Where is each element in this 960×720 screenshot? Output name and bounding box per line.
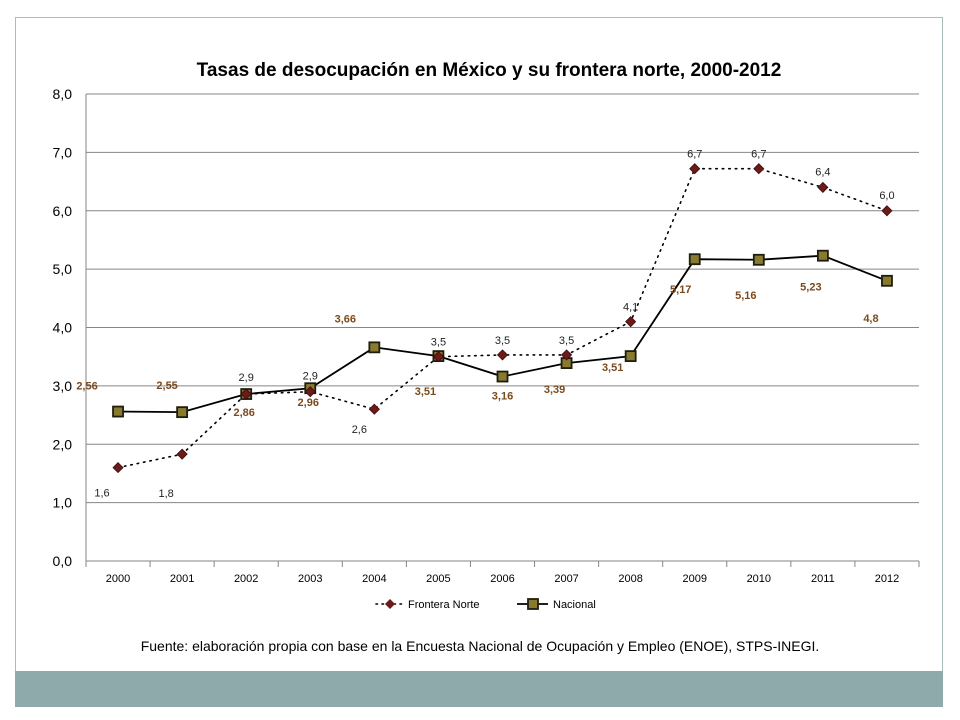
- y-tick-label: 2,0: [53, 436, 73, 452]
- y-tick-label: 7,0: [53, 144, 73, 160]
- data-label-nacional: 5,23: [800, 282, 821, 294]
- x-tick-label: 2003: [298, 573, 322, 585]
- marker-frontera-norte: [368, 403, 380, 415]
- marker-frontera-norte: [881, 205, 893, 217]
- x-tick-label: 2010: [747, 573, 771, 585]
- x-tick-label: 2008: [618, 573, 642, 585]
- y-tick-label: 3,0: [53, 378, 73, 394]
- marker-nacional: [688, 253, 701, 266]
- data-label-nacional: 3,66: [335, 313, 356, 325]
- data-label-frontera-norte: 3,5: [559, 335, 574, 347]
- data-label-nacional: 2,55: [156, 380, 177, 392]
- marker-nacional: [176, 406, 189, 419]
- series-line-nacional: [118, 254, 888, 414]
- x-tick-label: 2001: [170, 573, 194, 585]
- marker-frontera-norte: [240, 388, 252, 400]
- legend: Frontera Norte Nacional: [375, 598, 596, 611]
- marker-frontera-norte: [817, 181, 829, 193]
- x-tick-label: 2002: [234, 573, 258, 585]
- series: [112, 163, 893, 474]
- data-label-frontera-norte: 2,6: [352, 424, 367, 436]
- chart-title: Tasas de desocupación en México y su fro…: [197, 60, 782, 81]
- x-tick-label: 2011: [811, 573, 835, 585]
- data-label-frontera-norte: 2,9: [239, 372, 254, 384]
- slide-frame: [15, 17, 943, 707]
- marker-nacional: [368, 341, 381, 354]
- x-tick-label: 2006: [490, 573, 514, 585]
- source-note: Fuente: elaboración propia con base en l…: [140, 638, 820, 654]
- marker-frontera-norte: [432, 351, 444, 363]
- marker-nacional: [624, 350, 637, 363]
- x-tick-label: 2005: [426, 573, 450, 585]
- legend-marker-frontera-norte: [385, 599, 395, 609]
- y-tick-label: 1,0: [53, 495, 73, 511]
- data-label-nacional: 5,17: [670, 284, 691, 296]
- data-label-frontera-norte: 6,7: [751, 149, 766, 161]
- data-label-nacional: 3,16: [492, 391, 513, 403]
- marker-frontera-norte: [304, 386, 316, 398]
- y-tick-label: 6,0: [53, 203, 73, 219]
- data-label-frontera-norte: 1,6: [94, 488, 109, 500]
- data-label-nacional: 2,56: [76, 381, 97, 393]
- legend-label-frontera-norte: Frontera Norte: [408, 599, 480, 611]
- data-label-nacional: 2,86: [233, 407, 254, 419]
- y-tick-label: 0,0: [53, 553, 73, 569]
- data-label-frontera-norte: 3,5: [495, 335, 510, 347]
- data-label-nacional: 3,51: [415, 386, 436, 398]
- data-label-frontera-norte: 2,9: [303, 371, 318, 383]
- slide-bottom-band: [15, 671, 943, 707]
- marker-nacional: [112, 405, 124, 418]
- data-label-nacional: 2,96: [298, 397, 319, 409]
- data-label-frontera-norte: 1,8: [158, 488, 173, 500]
- data-label-frontera-norte: 6,4: [815, 166, 830, 178]
- data-label-nacional: 3,39: [544, 384, 565, 396]
- data-label-frontera-norte: 3,5: [431, 337, 446, 349]
- axes: 0,0 1,0 2,0 3,0 4,0 5,0 6,0 7,0 8,0 2000 2001 2002 2…: [53, 86, 920, 585]
- data-label-nacional: 5,16: [735, 290, 756, 302]
- marker-nacional: [881, 274, 893, 287]
- series-line-frontera-norte: [117, 167, 888, 469]
- marker-frontera-norte: [753, 163, 765, 175]
- legend-label-nacional: Nacional: [553, 599, 596, 611]
- marker-frontera-norte: [496, 349, 509, 361]
- y-tick-label: 4,0: [53, 320, 73, 336]
- x-tick-label: 2000: [106, 573, 130, 585]
- data-label-frontera-norte: 6,0: [879, 190, 894, 202]
- grid: [86, 93, 919, 562]
- data-labels: 1,6 1,8 2,9 2,9 2,6 3,5 3,5 3,5 4,1 6,7 6,7 6,4 6,0 2…: [76, 149, 894, 500]
- x-tick-label: 2004: [362, 573, 386, 585]
- marker-nacional: [496, 370, 509, 383]
- marker-frontera-norte: [625, 316, 637, 328]
- x-tick-label: 2007: [554, 573, 578, 585]
- x-tick-label: 2012: [875, 573, 899, 585]
- y-tick-label: 5,0: [53, 261, 73, 277]
- marker-frontera-norte: [112, 462, 124, 474]
- marker-frontera-norte: [176, 448, 188, 460]
- marker-nacional: [752, 253, 765, 266]
- legend-marker-nacional: [527, 598, 539, 610]
- marker-frontera-norte: [689, 163, 701, 175]
- x-tick-label: 2009: [682, 573, 706, 585]
- data-label-frontera-norte: 4,1: [623, 302, 638, 314]
- data-label-frontera-norte: 6,7: [687, 149, 702, 161]
- marker-frontera-norte: [561, 349, 573, 361]
- y-tick-label: 8,0: [53, 86, 73, 102]
- data-label-nacional: 3,51: [602, 362, 623, 374]
- data-label-nacional: 4,8: [863, 313, 878, 325]
- marker-nacional: [816, 249, 829, 262]
